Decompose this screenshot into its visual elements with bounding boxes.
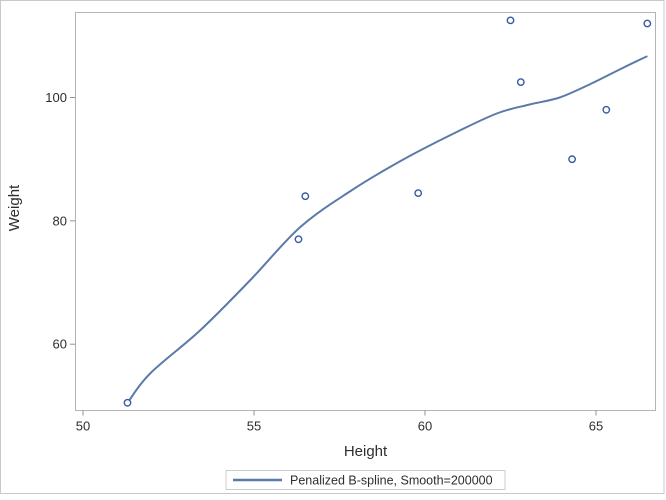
data-point-marker	[123, 398, 132, 407]
x-axis-label: Height	[344, 443, 388, 460]
y-axis-label: Weight	[6, 184, 23, 231]
y-tick-label: 60	[53, 337, 67, 352]
data-point-marker	[643, 19, 652, 28]
x-tick-label: 60	[418, 419, 432, 434]
fit-curve	[126, 55, 648, 404]
data-point-marker	[568, 155, 576, 164]
x-tick-label: 65	[589, 419, 603, 434]
y-axis-ticks: 60 80 100	[45, 90, 76, 352]
y-tick-label: 100	[45, 90, 67, 105]
data-point-marker	[516, 78, 525, 87]
x-tick-label: 50	[76, 419, 90, 434]
legend-box	[225, 470, 506, 490]
data-point-marker	[506, 16, 515, 25]
data-point-marker	[301, 192, 310, 201]
data-point-marker	[294, 235, 303, 244]
data-point-marker	[602, 105, 611, 114]
y-tick-label: 80	[53, 213, 67, 228]
legend-label: Penalized B-spline, Smooth=200000	[290, 474, 493, 488]
legend: Penalized B-spline, Smooth=200000	[225, 470, 506, 490]
plot-area	[75, 12, 656, 411]
data-point-marker	[414, 189, 423, 198]
x-axis-ticks: 50 55 60 65	[76, 410, 603, 434]
series-layer	[123, 16, 652, 407]
x-tick-label: 55	[247, 419, 261, 434]
